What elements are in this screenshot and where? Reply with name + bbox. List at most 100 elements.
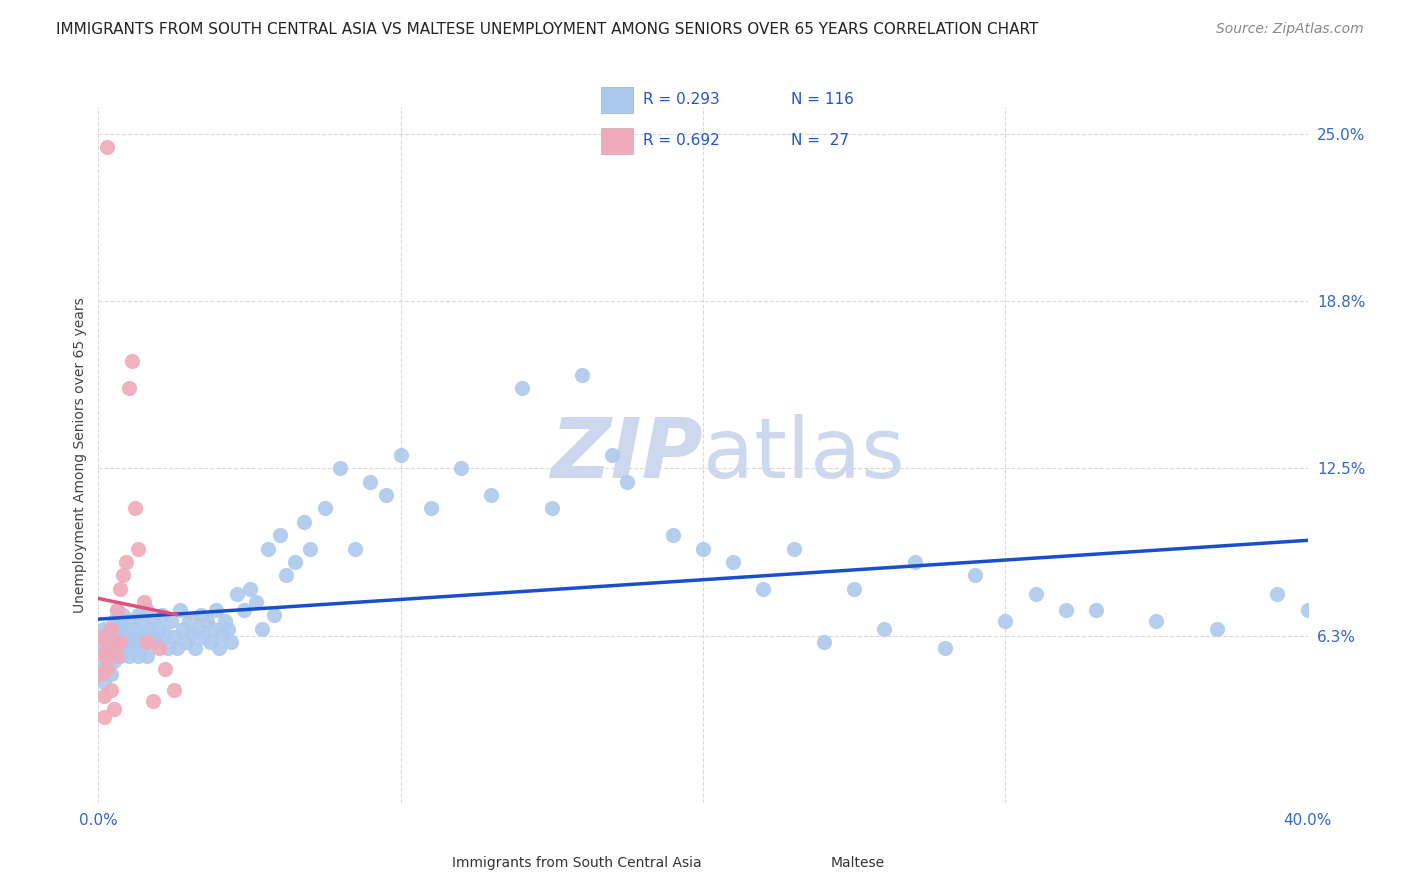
Point <box>813 635 835 649</box>
Point <box>692 541 714 556</box>
Point <box>121 627 143 641</box>
Point <box>245 595 267 609</box>
Point <box>153 662 176 676</box>
Point <box>226 587 249 601</box>
Point <box>114 622 136 636</box>
Point <box>135 603 157 617</box>
Point <box>1054 603 1077 617</box>
Point <box>205 603 228 617</box>
Point <box>111 635 134 649</box>
Point <box>169 603 191 617</box>
Point <box>93 640 115 655</box>
Point <box>108 648 131 663</box>
Point <box>93 675 115 690</box>
Point <box>108 614 131 628</box>
Point <box>571 368 593 382</box>
Point <box>142 614 165 628</box>
Text: N = 116: N = 116 <box>790 93 853 107</box>
Point <box>127 608 149 623</box>
Point <box>121 635 143 649</box>
Point <box>184 640 207 655</box>
Point <box>124 640 146 655</box>
Point <box>329 461 352 475</box>
Point <box>187 622 209 636</box>
Point <box>105 635 128 649</box>
Point <box>994 614 1017 628</box>
Point <box>124 501 146 516</box>
Text: atlas: atlas <box>703 415 904 495</box>
Point <box>1206 622 1229 636</box>
Point <box>96 635 118 649</box>
Point <box>1024 587 1046 601</box>
Point <box>200 635 222 649</box>
Point <box>111 627 134 641</box>
Point <box>160 614 183 628</box>
Point <box>121 354 143 368</box>
Text: IMMIGRANTS FROM SOUTH CENTRAL ASIA VS MALTESE UNEMPLOYMENT AMONG SENIORS OVER 65: IMMIGRANTS FROM SOUTH CENTRAL ASIA VS MA… <box>56 22 1039 37</box>
Point <box>662 528 685 542</box>
Text: ZIP: ZIP <box>550 415 703 495</box>
Point <box>510 381 533 395</box>
Point <box>1085 603 1108 617</box>
Point <box>132 635 155 649</box>
Text: Immigrants from South Central Asia: Immigrants from South Central Asia <box>451 856 702 870</box>
Point <box>232 603 254 617</box>
Point <box>153 627 176 641</box>
Point <box>389 448 412 462</box>
Point <box>723 555 745 569</box>
Point <box>111 568 134 582</box>
Point <box>179 614 201 628</box>
Point <box>481 488 503 502</box>
Point <box>90 662 112 676</box>
Point <box>108 635 131 649</box>
Point <box>217 622 239 636</box>
Point <box>163 683 186 698</box>
Point <box>284 555 307 569</box>
Point <box>783 541 806 556</box>
Point <box>174 635 197 649</box>
Point <box>844 582 866 596</box>
Point <box>90 667 112 681</box>
Point <box>420 501 443 516</box>
Point <box>105 603 128 617</box>
Text: Maltese: Maltese <box>831 856 884 870</box>
Point <box>127 648 149 663</box>
Point <box>142 635 165 649</box>
Point <box>103 630 125 644</box>
Point <box>202 622 225 636</box>
Text: R = 0.692: R = 0.692 <box>644 134 720 148</box>
Point <box>103 614 125 628</box>
Point <box>132 595 155 609</box>
Point <box>103 635 125 649</box>
Point <box>166 640 188 655</box>
Point <box>1267 587 1289 601</box>
Point <box>208 640 231 655</box>
Point <box>214 614 236 628</box>
Point <box>190 608 212 623</box>
Point <box>108 630 131 644</box>
Point <box>105 648 128 663</box>
Point <box>100 622 122 636</box>
Point <box>142 694 165 708</box>
Point <box>132 627 155 641</box>
Point <box>540 501 562 516</box>
Point <box>100 683 122 698</box>
Point <box>221 635 243 649</box>
Point <box>118 381 141 395</box>
Point <box>360 475 382 489</box>
Point <box>124 622 146 636</box>
Point <box>103 643 125 657</box>
Point <box>752 582 775 596</box>
Point <box>145 630 167 644</box>
Point <box>1296 603 1319 617</box>
Point <box>299 541 322 556</box>
Point <box>250 622 273 636</box>
Point <box>111 608 134 623</box>
Point <box>127 541 149 556</box>
Point <box>105 603 128 617</box>
Point <box>114 640 136 655</box>
Point <box>602 448 624 462</box>
Point <box>96 662 118 676</box>
Point <box>96 640 118 655</box>
Point <box>256 541 278 556</box>
